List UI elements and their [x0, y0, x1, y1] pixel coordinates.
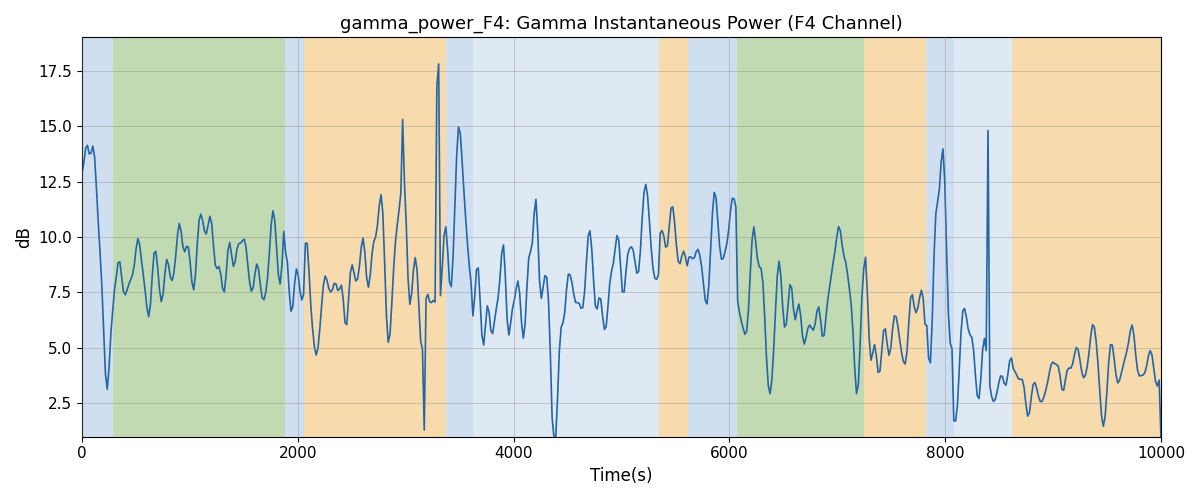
Y-axis label: dB: dB [14, 226, 32, 248]
X-axis label: Time(s): Time(s) [590, 467, 653, 485]
Bar [954, 38, 1012, 436]
Bar [1012, 38, 1160, 436]
Bar [82, 38, 113, 436]
Bar [864, 38, 925, 436]
Title: gamma_power_F4: Gamma Instantaneous Power (F4 Channel): gamma_power_F4: Gamma Instantaneous Powe… [340, 15, 902, 34]
Bar [689, 38, 737, 436]
Bar [754, 38, 864, 436]
Bar [925, 38, 954, 436]
Bar [445, 38, 473, 436]
Bar [737, 38, 754, 436]
Bar [305, 38, 445, 436]
Bar [659, 38, 689, 436]
Bar [473, 38, 659, 436]
Bar [113, 38, 284, 436]
Bar [284, 38, 305, 436]
